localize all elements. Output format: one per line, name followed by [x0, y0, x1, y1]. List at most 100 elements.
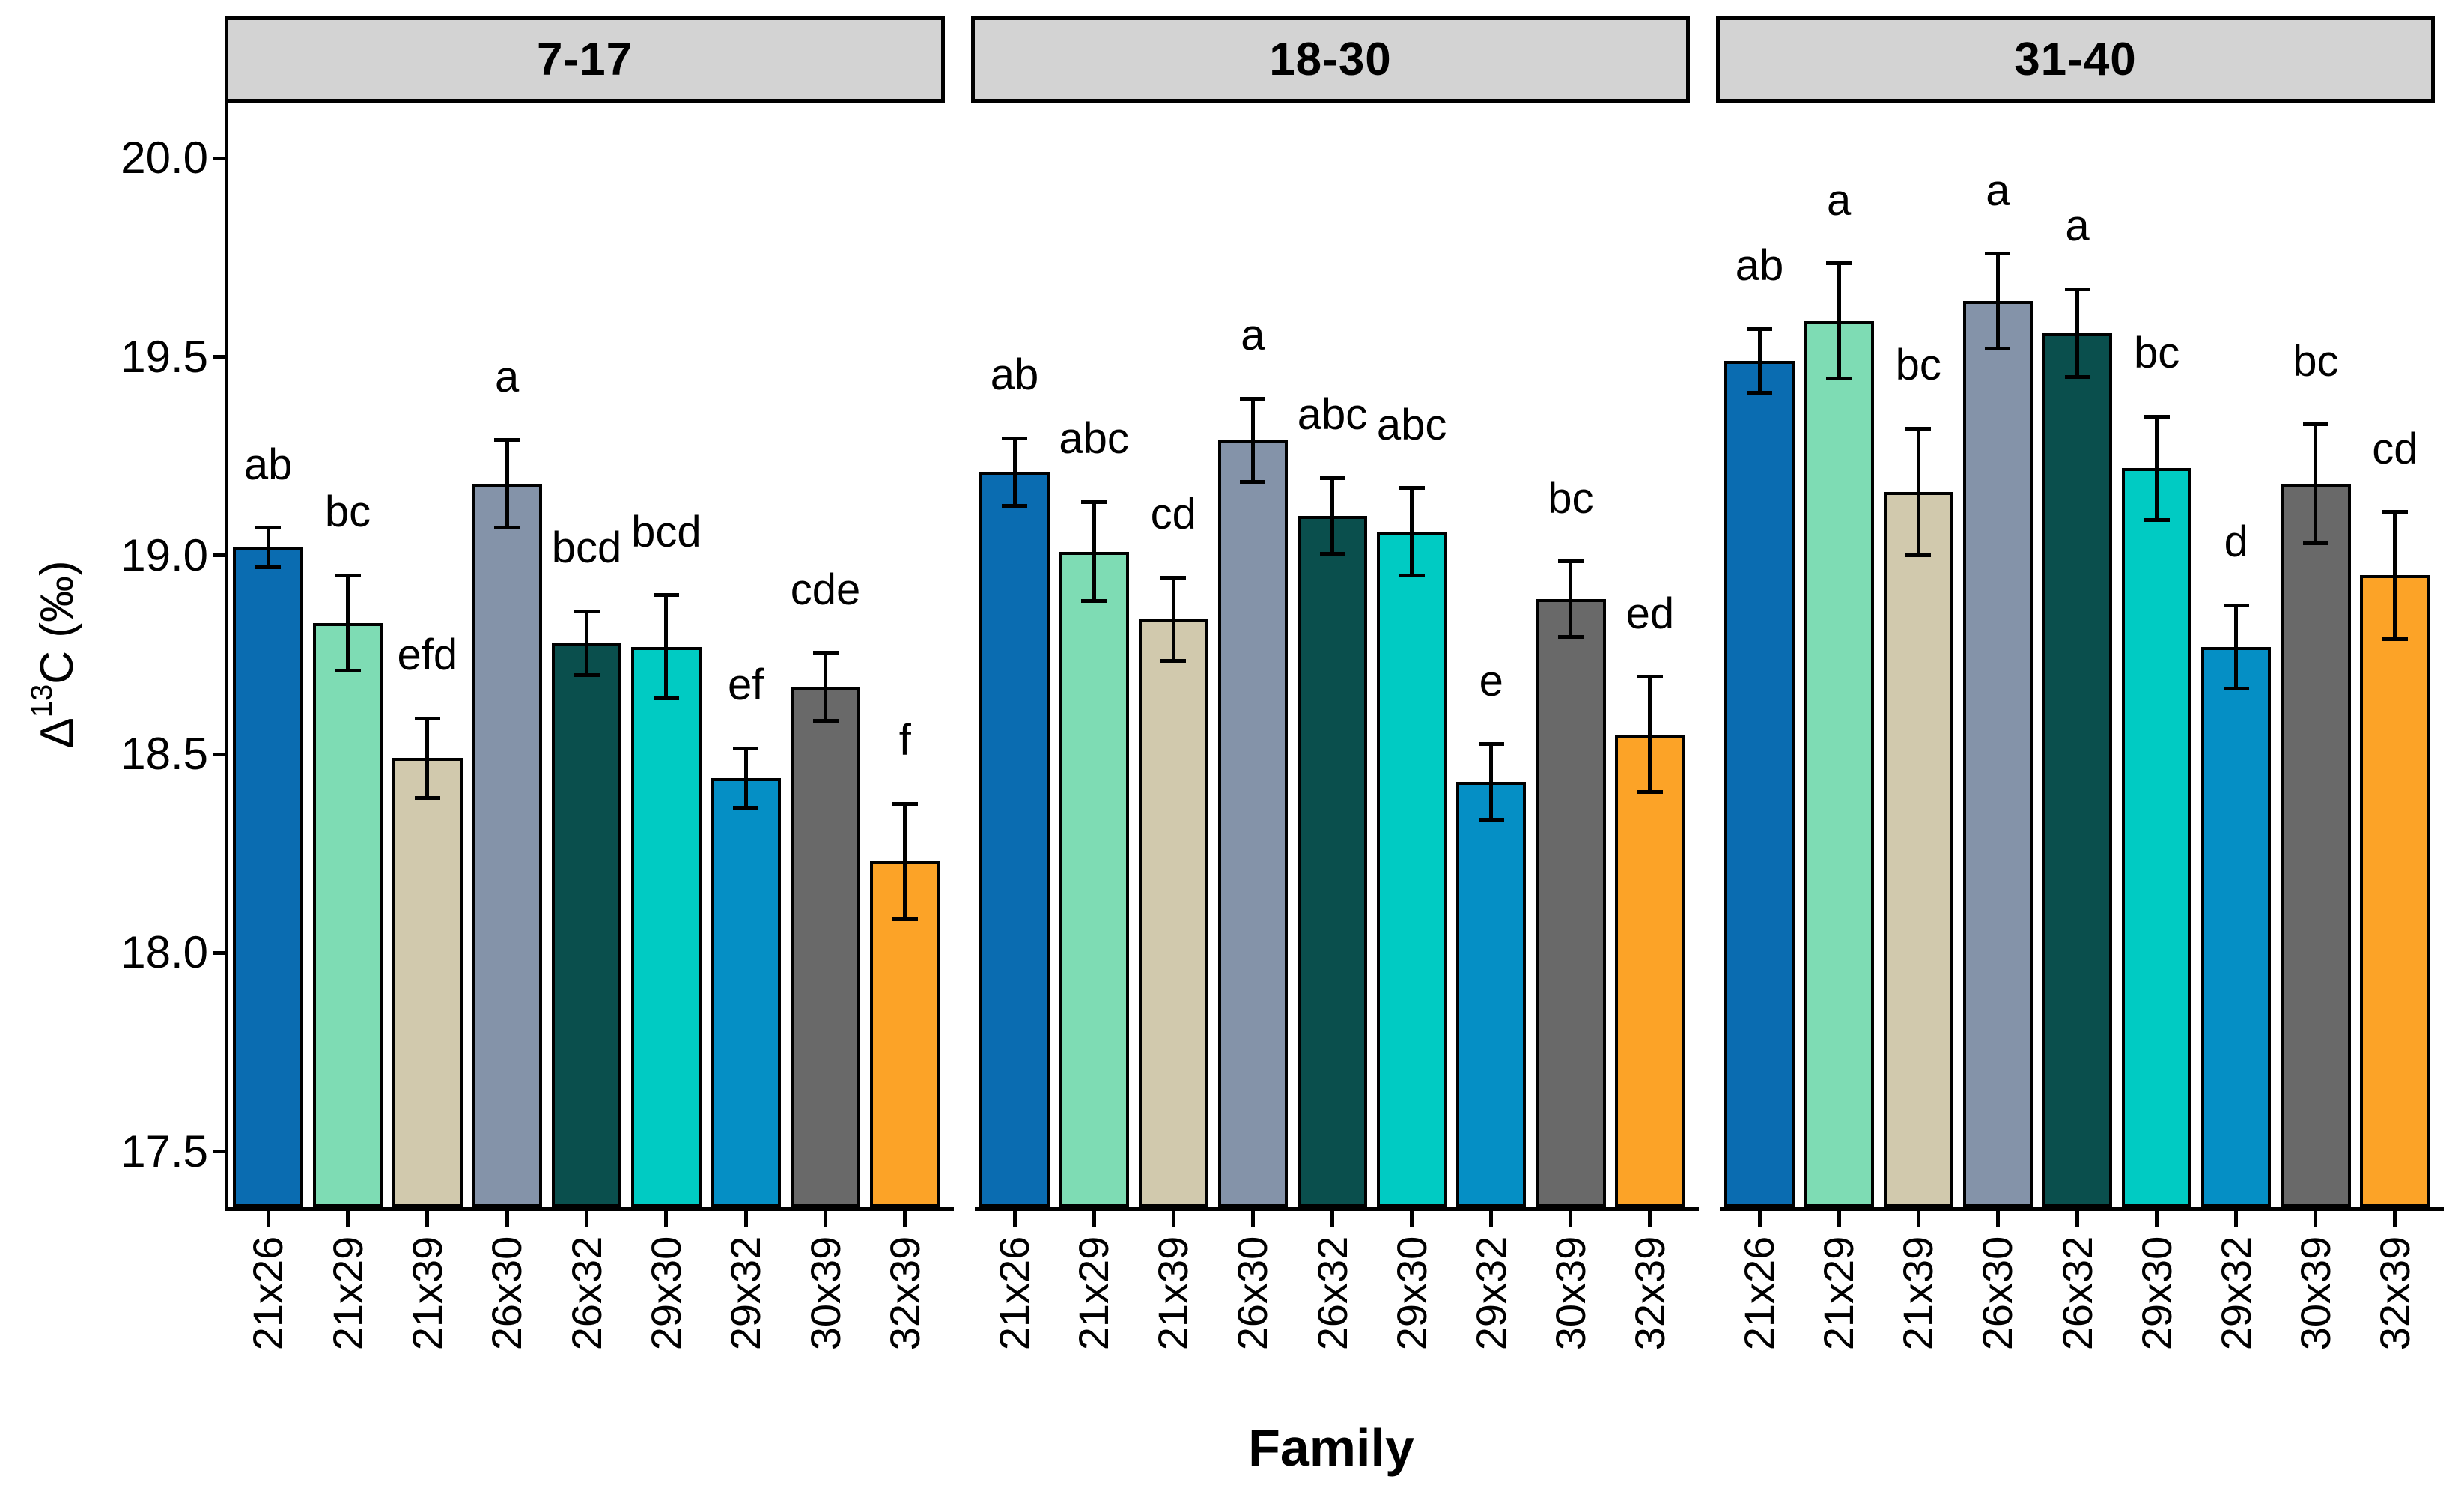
x-tick-label: 30x39 — [801, 1236, 849, 1351]
x-tick-mark — [505, 1211, 509, 1227]
x-tick-label: 21x26 — [991, 1236, 1038, 1351]
x-tick-label: 21x26 — [1736, 1236, 1783, 1351]
x-tick-mark — [664, 1211, 669, 1227]
error-bar-whisker — [2314, 424, 2318, 544]
x-tick-label: 26x32 — [2053, 1236, 2101, 1351]
bar — [1962, 301, 2033, 1207]
error-bar-whisker — [1569, 561, 1573, 637]
error-bar-whisker — [1648, 676, 1652, 792]
significance-letter: efd — [397, 631, 458, 680]
significance-letter: ef — [727, 661, 764, 710]
bar — [790, 686, 861, 1207]
bar — [551, 643, 622, 1207]
x-tick-label: 29x30 — [1387, 1236, 1435, 1351]
error-bar-cap-bottom — [812, 718, 839, 723]
error-bar-cap-bottom — [2064, 374, 2090, 379]
x-tick-mark — [1092, 1211, 1096, 1227]
y-axis-line — [225, 103, 228, 1211]
bar — [1138, 619, 1208, 1207]
error-bar-whisker — [1330, 478, 1334, 554]
x-tick-mark — [1171, 1211, 1175, 1227]
x-tick-mark — [1330, 1211, 1334, 1227]
significance-letter: a — [1827, 175, 1852, 225]
x-tick-label: 26x32 — [1308, 1236, 1356, 1351]
y-tick-mark — [213, 553, 228, 558]
error-bar-cap-bottom — [1637, 790, 1663, 795]
error-bar-whisker — [1171, 577, 1175, 661]
error-bar-cap-top — [1557, 559, 1584, 564]
x-tick-label: 29x30 — [2132, 1236, 2180, 1351]
x-tick-mark — [1995, 1211, 2000, 1227]
error-bar-whisker — [1092, 502, 1096, 601]
x-tick-label: 26x32 — [562, 1236, 610, 1351]
error-bar-cap-top — [1160, 575, 1187, 580]
error-bar-cap-bottom — [1557, 635, 1584, 640]
x-tick-mark — [1648, 1211, 1652, 1227]
y-tick-label: 19.5 — [121, 331, 208, 382]
error-bar-whisker — [743, 748, 748, 808]
significance-letter: a — [1986, 166, 2010, 215]
y-tick-label: 19.0 — [121, 529, 208, 580]
facet-strip: 18-30 — [971, 16, 1690, 103]
error-bar-whisker — [824, 652, 827, 721]
error-bar-whisker — [2155, 416, 2159, 520]
significance-letter: a — [2065, 201, 2090, 251]
error-bar-cap-top — [1240, 396, 1266, 401]
x-tick-label: 29x32 — [2212, 1236, 2260, 1351]
facet-strip-label: 18-30 — [1269, 34, 1392, 85]
x-tick-label: 26x30 — [483, 1236, 531, 1351]
error-bar-cap-top — [574, 609, 600, 613]
x-tick-label: 32x39 — [1625, 1236, 1673, 1351]
error-bar-cap-bottom — [1399, 573, 1425, 577]
error-bar-cap-bottom — [255, 565, 282, 570]
bar — [711, 777, 781, 1207]
error-bar-whisker — [903, 804, 907, 920]
significance-letter: ab — [243, 440, 293, 489]
x-axis-title: Family — [1248, 1418, 1414, 1477]
error-bar-cap-bottom — [2302, 541, 2328, 546]
error-bar-whisker — [585, 611, 588, 675]
x-tick-mark — [2155, 1211, 2159, 1227]
significance-letter: a — [1241, 311, 1265, 360]
x-tick-mark — [1569, 1211, 1573, 1227]
bar — [312, 623, 383, 1207]
x-tick-label: 29x32 — [1467, 1236, 1515, 1351]
significance-letter: bcd — [551, 523, 622, 573]
bar — [1297, 515, 1368, 1207]
y-tick-label: 18.5 — [121, 729, 208, 780]
bar — [1456, 782, 1527, 1207]
x-tick-label: 26x30 — [1229, 1236, 1277, 1351]
bar — [1059, 551, 1129, 1207]
error-bar-whisker — [2234, 605, 2239, 689]
x-tick-mark — [585, 1211, 588, 1227]
y-tick-label: 17.5 — [121, 1126, 208, 1176]
error-bar-cap-top — [1905, 426, 1932, 431]
error-bar-cap-bottom — [1478, 818, 1504, 822]
bar — [1724, 360, 1795, 1207]
x-tick-label: 32x39 — [2370, 1236, 2418, 1351]
error-bar-cap-top — [812, 651, 839, 655]
x-tick-mark — [2075, 1211, 2079, 1227]
significance-letter: ed — [1625, 589, 1675, 638]
facet-strip: 31-40 — [1716, 16, 2435, 103]
bar — [631, 646, 702, 1207]
significance-letter: abc — [1376, 400, 1447, 449]
error-bar-cap-top — [2223, 603, 2249, 607]
y-tick-mark — [213, 156, 228, 160]
bar — [2281, 484, 2351, 1207]
error-bar-whisker — [1757, 329, 1762, 393]
error-bar-cap-top — [733, 746, 759, 750]
error-bar-whisker — [266, 527, 270, 568]
bar — [1804, 321, 1874, 1207]
significance-letter: cde — [790, 565, 861, 614]
error-bar-whisker — [1250, 398, 1255, 482]
error-bar-cap-top — [335, 573, 361, 577]
x-tick-mark — [903, 1211, 907, 1227]
error-bar-cap-top — [255, 526, 282, 530]
x-tick-mark — [1916, 1211, 1920, 1227]
error-bar-whisker — [664, 595, 669, 699]
error-bar-cap-bottom — [2223, 687, 2249, 691]
significance-letter: e — [1479, 656, 1503, 705]
error-bar-cap-top — [1319, 476, 1345, 480]
bar — [2201, 646, 2272, 1207]
